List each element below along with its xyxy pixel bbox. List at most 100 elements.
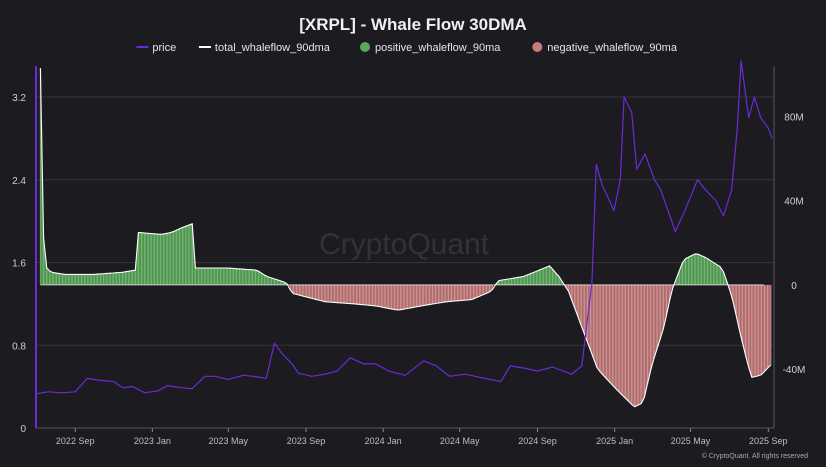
positive-whaleflow-bar <box>65 274 66 285</box>
negative-whaleflow-bar <box>309 285 310 298</box>
negative-whaleflow-bar <box>599 285 600 372</box>
negative-whaleflow-bar <box>486 285 487 294</box>
positive-whaleflow-bar <box>128 271 129 285</box>
negative-whaleflow-bar <box>302 285 303 296</box>
negative-whaleflow-bar <box>470 285 471 300</box>
y-right-tick-label: 80M <box>784 113 803 124</box>
negative-whaleflow-bar <box>618 285 619 392</box>
positive-whaleflow-bar <box>701 256 702 285</box>
negative-whaleflow-bar <box>770 285 771 365</box>
negative-whaleflow-bar <box>448 285 449 302</box>
positive-whaleflow-bar <box>549 266 550 285</box>
negative-whaleflow-bar <box>378 285 379 307</box>
positive-whaleflow-bar <box>258 271 259 285</box>
positive-whaleflow-bar <box>150 234 151 285</box>
positive-whaleflow-bar <box>685 259 686 285</box>
positive-whaleflow-bar <box>267 277 268 285</box>
negative-whaleflow-bar <box>381 285 382 307</box>
negative-whaleflow-bar <box>656 285 657 349</box>
positive-whaleflow-bar <box>233 268 234 285</box>
negative-whaleflow-bar <box>464 285 465 300</box>
negative-whaleflow-bar <box>347 285 348 304</box>
positive-whaleflow-bar <box>517 277 518 285</box>
positive-whaleflow-bar <box>239 269 240 285</box>
negative-whaleflow-bar <box>606 285 607 379</box>
positive-whaleflow-bar <box>103 274 104 285</box>
x-tick-label: 2024 Sep <box>518 436 557 446</box>
negative-whaleflow-bar <box>625 285 626 398</box>
positive-whaleflow-bar <box>132 271 133 285</box>
positive-whaleflow-bar <box>524 276 525 285</box>
legend-label: negative_whaleflow_90ma <box>547 42 678 54</box>
negative-whaleflow-bar <box>353 285 354 304</box>
positive-whaleflow-bar <box>530 274 531 285</box>
negative-whaleflow-bar <box>321 285 322 301</box>
negative-whaleflow-bar <box>637 285 638 405</box>
positive-whaleflow-bar <box>277 280 278 285</box>
positive-whaleflow-bar <box>245 269 246 285</box>
negative-whaleflow-bar <box>593 285 594 359</box>
positive-whaleflow-bar <box>707 259 708 285</box>
positive-whaleflow-bar <box>68 274 69 285</box>
positive-whaleflow-bar <box>713 263 714 285</box>
negative-whaleflow-bar <box>641 285 642 404</box>
negative-whaleflow-bar <box>394 285 395 310</box>
positive-whaleflow-bar <box>710 261 711 285</box>
x-tick-label: 2023 May <box>208 436 248 446</box>
positive-whaleflow-bar <box>220 268 221 285</box>
positive-whaleflow-bar <box>274 279 275 285</box>
copyright-footer: © CryptoQuant. All rights reserved <box>702 452 808 460</box>
y-right-tick-label: 40M <box>784 197 803 208</box>
positive-whaleflow-bar <box>533 272 534 285</box>
negative-whaleflow-bar <box>334 285 335 303</box>
negative-whaleflow-bar <box>451 285 452 301</box>
positive-whaleflow-bar <box>94 274 95 285</box>
negative-whaleflow-bar <box>596 285 597 368</box>
negative-whaleflow-bar <box>445 285 446 302</box>
positive-whaleflow-bar <box>252 270 253 285</box>
positive-whaleflow-bar <box>75 274 76 285</box>
positive-whaleflow-bar <box>122 272 123 285</box>
legend-label: price <box>152 42 176 54</box>
positive-whaleflow-bar <box>182 227 183 285</box>
negative-whaleflow-bar <box>754 285 755 377</box>
positive-whaleflow-bar <box>552 269 553 284</box>
legend[interactable]: price total_whaleflow_90dma positive_whale… <box>136 42 677 54</box>
negative-whaleflow-bar <box>739 285 740 329</box>
positive-whaleflow-bar <box>154 234 155 285</box>
legend-item-price[interactable]: price <box>136 42 176 54</box>
negative-whaleflow-bar <box>745 285 746 355</box>
positive-whaleflow-bar <box>527 275 528 285</box>
positive-whaleflow-bar <box>166 233 167 285</box>
negative-whaleflow-bar <box>476 285 477 298</box>
negative-whaleflow-bar <box>413 285 414 307</box>
positive-whaleflow-bar <box>211 268 212 285</box>
legend-item-negative-whaleflow-90ma[interactable]: negative_whaleflow_90ma <box>532 42 678 54</box>
positive-whaleflow-bar <box>217 268 218 285</box>
chart-title: [XRPL] - Whale Flow 30DMA <box>299 15 527 34</box>
positive-whaleflow-bar <box>255 270 256 285</box>
positive-whaleflow-bar <box>264 275 265 285</box>
positive-whaleflow-bar <box>90 274 91 285</box>
positive-whaleflow-bar <box>71 274 72 285</box>
negative-whaleflow-bar <box>650 285 651 370</box>
negative-whaleflow-bar <box>574 285 575 308</box>
watermark: CryptoQuant <box>319 228 490 261</box>
positive-whaleflow-bar <box>704 257 705 285</box>
negative-whaleflow-bar <box>660 285 661 339</box>
negative-whaleflow-bar <box>305 285 306 297</box>
positive-whaleflow-bar <box>195 268 196 285</box>
negative-whaleflow-bar <box>457 285 458 301</box>
legend-item-total-whaleflow-90dma[interactable]: total_whaleflow_90dma <box>199 42 331 54</box>
negative-whaleflow-bar <box>426 285 427 305</box>
positive-whaleflow-bar <box>539 270 540 285</box>
positive-whaleflow-bar <box>249 270 250 285</box>
negative-whaleflow-bar <box>460 285 461 301</box>
positive-whaleflow-bar <box>81 274 82 285</box>
positive-whaleflow-bar <box>201 268 202 285</box>
negative-whaleflow-bar <box>369 285 370 305</box>
positive-whaleflow-bar <box>198 268 199 285</box>
positive-whaleflow-bar <box>97 274 98 285</box>
legend-item-positive-whaleflow-90ma[interactable]: positive_whaleflow_90ma <box>360 42 501 54</box>
